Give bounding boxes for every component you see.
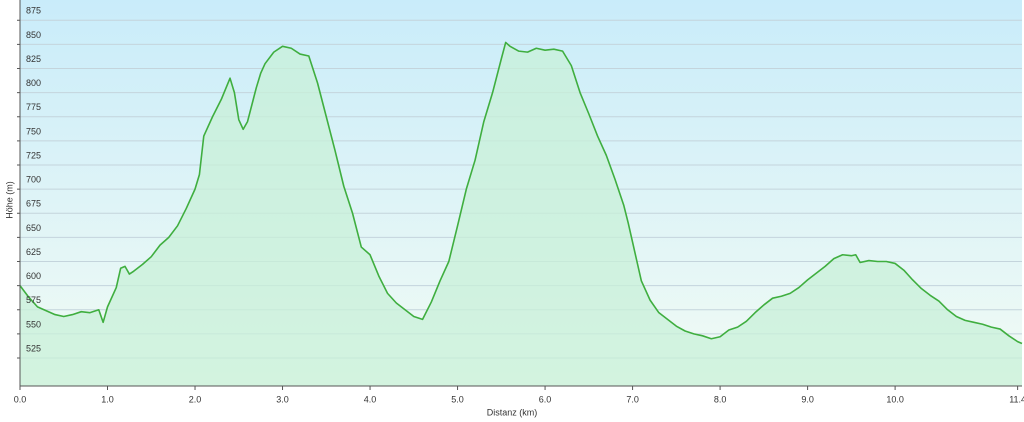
y-tick-label: 750 [26,126,41,136]
y-tick-label: 650 [26,223,41,233]
x-tick-label: 4.0 [364,394,377,404]
area-fill [20,42,1022,387]
x-tick-label: 5.0 [451,394,464,404]
x-tick-label: 3.0 [276,394,289,404]
y-tick-label: 550 [26,319,41,329]
y-tick-label: 725 [26,150,41,160]
x-tick-label: 10.0 [886,394,904,404]
x-tick-label: 6.0 [539,394,552,404]
x-tick-label: 11.4 [1009,394,1024,404]
y-tick-label: 525 [26,343,41,353]
x-tick-label: 9.0 [801,394,814,404]
y-tick-label: 875 [26,6,41,16]
y-tick-label: 675 [26,199,41,209]
x-tick-label: 8.0 [714,394,727,404]
x-tick-label: 7.0 [626,394,639,404]
x-tick-label: 2.0 [189,394,202,404]
x-tick-label: 0.0 [14,394,27,404]
y-tick-label: 775 [26,102,41,112]
elevation-line [19,41,1023,345]
y-tick-label: 700 [26,175,41,185]
y-tick-label: 850 [26,30,41,40]
y-tick-label: 800 [26,78,41,88]
x-axis-label: Distanz (km) [487,407,538,417]
x-tick-label: 1.0 [101,394,114,404]
y-tick-label: 575 [26,295,41,305]
y-axis-label: Höhe (m) [4,181,14,219]
y-tick-label: 825 [26,54,41,64]
y-tick-label: 625 [26,247,41,257]
y-tick-label: 600 [26,271,41,281]
